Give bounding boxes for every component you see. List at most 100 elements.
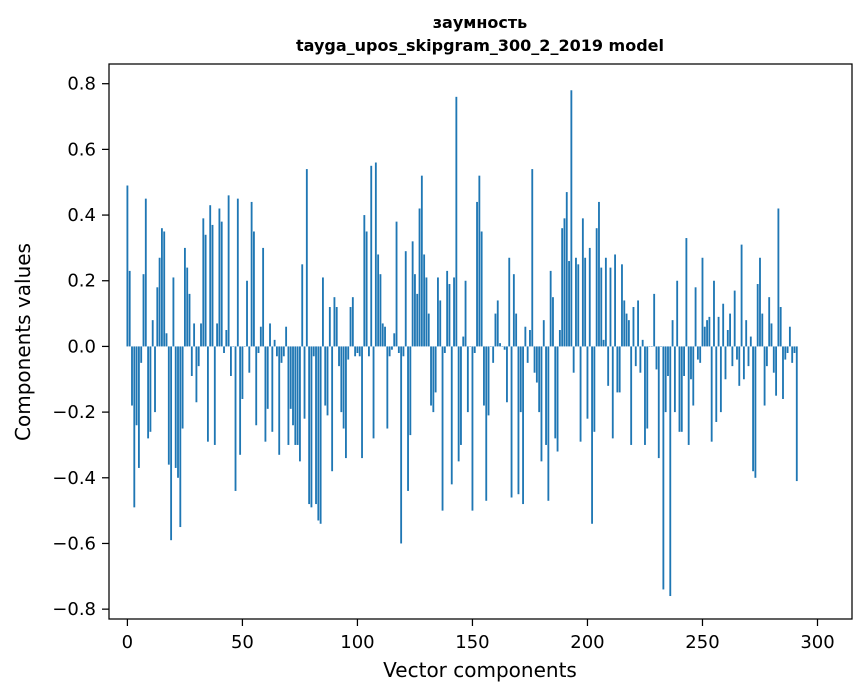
bar-180 bbox=[540, 346, 543, 462]
bar-198 bbox=[581, 218, 584, 347]
bar-217 bbox=[625, 313, 628, 347]
bar-135 bbox=[437, 277, 439, 347]
bar-256 bbox=[715, 346, 718, 422]
bar-97 bbox=[349, 307, 352, 347]
bar-134 bbox=[434, 346, 437, 393]
y-tick-label: 0.2 bbox=[67, 271, 96, 292]
bar-81 bbox=[312, 346, 315, 357]
bar-160 bbox=[494, 313, 497, 347]
bar-22 bbox=[177, 346, 179, 478]
x-tick-label: 0 bbox=[122, 632, 133, 653]
bar-225 bbox=[644, 346, 646, 445]
bar-139 bbox=[446, 270, 449, 347]
bar-113 bbox=[386, 346, 389, 429]
bar-241 bbox=[680, 346, 683, 432]
bar-60 bbox=[264, 346, 267, 442]
bar-37 bbox=[211, 224, 214, 347]
y-tick-label: −0.2 bbox=[52, 402, 96, 423]
bar-229 bbox=[653, 293, 656, 347]
bar-117 bbox=[395, 221, 398, 347]
bar-237 bbox=[671, 320, 674, 347]
bar-216 bbox=[623, 300, 626, 347]
bar-90 bbox=[333, 297, 336, 347]
bar-259 bbox=[722, 303, 725, 347]
bar-72 bbox=[292, 346, 294, 426]
bar-112 bbox=[384, 326, 386, 347]
bar-249 bbox=[699, 346, 702, 363]
x-axis-label: Vector components bbox=[383, 658, 577, 682]
bar-106 bbox=[370, 165, 373, 347]
bar-154 bbox=[480, 231, 483, 347]
bar-45 bbox=[230, 346, 232, 376]
bar-118 bbox=[397, 346, 400, 353]
bar-36 bbox=[209, 205, 212, 347]
bar-220 bbox=[632, 307, 635, 347]
bar-129 bbox=[423, 254, 426, 347]
bar-159 bbox=[492, 346, 495, 363]
bar-26 bbox=[186, 267, 189, 347]
bar-13 bbox=[156, 287, 159, 347]
bar-105 bbox=[368, 346, 370, 357]
bar-151 bbox=[473, 346, 476, 353]
bar-79 bbox=[308, 346, 311, 505]
bar-84 bbox=[319, 346, 322, 524]
bar-64 bbox=[273, 339, 276, 347]
bar-257 bbox=[717, 316, 720, 347]
bar-58 bbox=[259, 326, 262, 347]
bar-33 bbox=[202, 218, 205, 347]
x-tick-label: 150 bbox=[455, 632, 489, 653]
bar-153 bbox=[478, 175, 481, 347]
bar-155 bbox=[483, 346, 485, 406]
bar-93 bbox=[340, 346, 343, 413]
bar-17 bbox=[165, 333, 168, 347]
bar-178 bbox=[535, 346, 538, 383]
bar-115 bbox=[391, 346, 393, 350]
bar-11 bbox=[151, 320, 154, 347]
bar-137 bbox=[441, 346, 444, 511]
bar-140 bbox=[448, 284, 451, 347]
bar-18 bbox=[167, 346, 170, 465]
bar-6 bbox=[140, 346, 143, 363]
bar-107 bbox=[372, 346, 375, 439]
bar-221 bbox=[634, 346, 637, 367]
bar-276 bbox=[761, 313, 764, 347]
bar-27 bbox=[188, 293, 191, 347]
bar-223 bbox=[639, 346, 642, 373]
y-axis-label: Components values bbox=[11, 243, 35, 441]
bar-279 bbox=[768, 297, 771, 347]
bar-277 bbox=[763, 346, 766, 406]
bar-38 bbox=[213, 346, 216, 445]
bar-65 bbox=[276, 346, 278, 357]
bar-78 bbox=[305, 169, 308, 347]
bar-4 bbox=[135, 346, 138, 426]
x-tick-label: 200 bbox=[570, 632, 604, 653]
bar-53 bbox=[248, 346, 251, 373]
bar-146 bbox=[462, 336, 465, 347]
bar-0 bbox=[126, 185, 129, 347]
bar-252 bbox=[706, 320, 708, 347]
bar-247 bbox=[694, 287, 697, 347]
bar-250 bbox=[701, 257, 704, 347]
bar-186 bbox=[554, 346, 557, 439]
bar-98 bbox=[351, 297, 354, 347]
bar-128 bbox=[420, 175, 423, 347]
bar-54 bbox=[250, 201, 253, 347]
bar-100 bbox=[356, 346, 359, 353]
bar-99 bbox=[354, 346, 357, 357]
bar-136 bbox=[439, 300, 442, 347]
bar-267 bbox=[740, 244, 743, 347]
chart-title-line1: заумность bbox=[433, 13, 528, 32]
bar-167 bbox=[510, 346, 513, 498]
bar-264 bbox=[733, 290, 736, 347]
bar-188 bbox=[558, 330, 561, 347]
y-tick-label: 0.6 bbox=[67, 139, 96, 160]
bar-157 bbox=[487, 346, 490, 416]
bar-32 bbox=[200, 323, 202, 347]
bar-9 bbox=[147, 346, 150, 439]
bar-44 bbox=[227, 195, 230, 347]
bar-278 bbox=[765, 346, 768, 367]
plot-frame bbox=[108, 63, 853, 620]
bar-102 bbox=[361, 346, 363, 459]
bar-16 bbox=[163, 231, 166, 347]
